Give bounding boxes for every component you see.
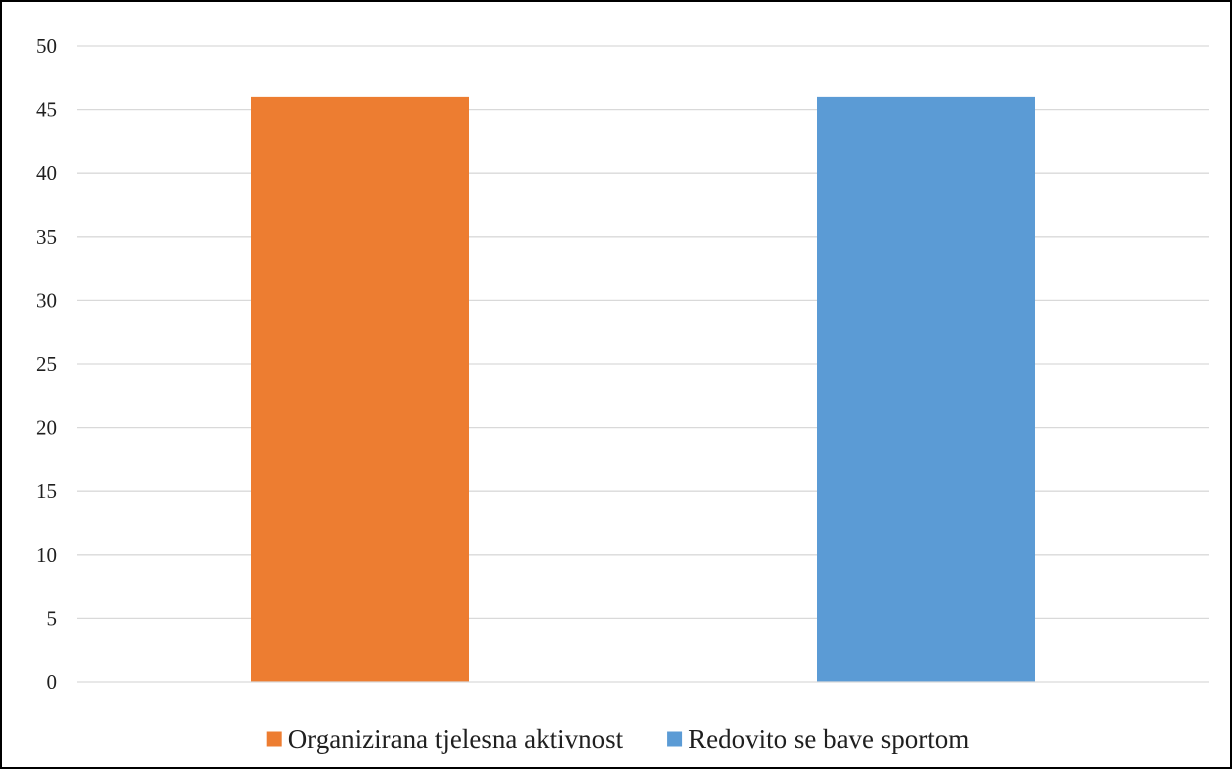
legend-swatch (667, 731, 683, 747)
y-axis-tick-labels: 0 5 10 15 20 25 30 35 40 45 50 (36, 34, 57, 694)
y-tick-label: 20 (36, 416, 57, 440)
legend: Organizirana tjelesna aktivnost Redovito … (266, 724, 969, 754)
y-tick-label: 30 (36, 288, 57, 312)
y-tick-label: 35 (36, 225, 57, 249)
y-tick-label: 0 (47, 670, 58, 694)
y-tick-label: 10 (36, 543, 57, 567)
bar-1[interactable] (251, 96, 469, 682)
legend-swatch (266, 731, 282, 747)
legend-label: Organizirana tjelesna aktivnost (288, 724, 624, 754)
legend-label: Redovito se bave sportom (688, 724, 969, 754)
bars (251, 96, 1035, 682)
bar-2[interactable] (817, 96, 1035, 682)
y-tick-label: 5 (47, 606, 58, 630)
y-tick-label: 25 (36, 352, 57, 376)
y-tick-label: 15 (36, 479, 57, 503)
y-tick-label: 40 (36, 161, 57, 185)
gridlines (77, 45, 1209, 620)
y-tick-label: 50 (36, 34, 57, 58)
y-tick-label: 45 (36, 98, 57, 122)
